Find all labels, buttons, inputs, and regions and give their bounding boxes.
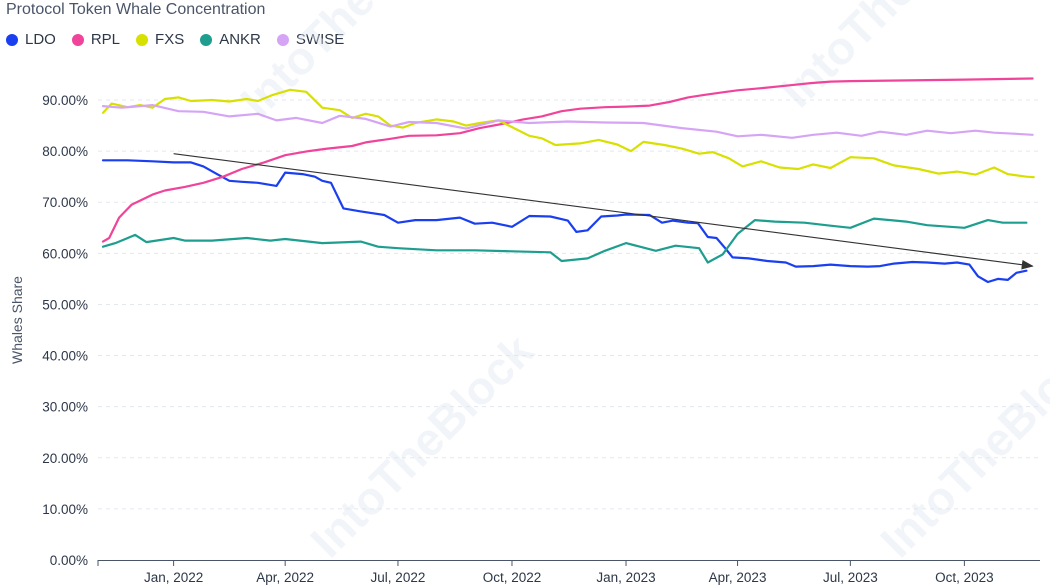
gridlines (98, 99, 1040, 510)
legend-swatch-fxs (136, 33, 149, 46)
legend: LDO RPL FXS ANKR SWISE (6, 31, 344, 48)
legend-item-ankr[interactable]: ANKR (200, 31, 261, 48)
x-tick-label-5: Apr, 2023 (709, 570, 767, 585)
legend-item-rpl[interactable]: RPL (71, 31, 121, 48)
y-axis-ticks: 0.00% 10.00% 20.00% 30.00% 40.00% 50.00% 60.00… (42, 93, 88, 568)
y-tick-label-70: 70.00% (42, 195, 88, 210)
legend-item-swise[interactable]: SWISE (276, 31, 345, 48)
watermark-text-3: IntoTheBlock (870, 324, 1050, 567)
legend-swatch-ankr (200, 33, 213, 46)
legend-swatch-swise (276, 33, 289, 46)
x-tick-label-1: Apr, 2022 (256, 570, 314, 585)
y-axis-title: Whales Share (9, 276, 25, 364)
y-tick-label-30: 30.00% (42, 400, 88, 415)
series-line-ldo (101, 159, 1028, 284)
watermark-text-0: IntoTheBlock (230, 0, 473, 127)
legend-label-fxs: FXS (155, 31, 185, 48)
annotations (173, 153, 1034, 270)
legend-label-rpl: RPL (90, 31, 121, 48)
series-lines (101, 77, 1035, 284)
x-tick-label-2: Jul, 2022 (371, 570, 426, 585)
x-tick-label-6: Jul, 2023 (823, 570, 878, 585)
legend-swatch-ldo (6, 33, 18, 46)
y-tick-label-90: 90.00% (42, 93, 88, 108)
watermark-layer: IntoTheBlockIntoTheBlockIntoTheBlockInto… (230, 0, 1050, 567)
y-tick-label-50: 50.00% (42, 297, 88, 312)
series-line-fxs (101, 88, 1035, 179)
x-tick-label-3: Oct, 2022 (483, 570, 542, 585)
legend-label-ankr: ANKR (219, 31, 261, 48)
x-tick-label-0: Jan, 2022 (144, 570, 203, 585)
y-tick-label-60: 60.00% (42, 246, 88, 261)
y-tick-label-80: 80.00% (42, 144, 88, 159)
chart-title: Protocol Token Whale Concentration (6, 1, 266, 18)
y-tick-label-40: 40.00% (42, 349, 88, 364)
x-axis-ticks: Jan, 2022 Apr, 2022 Jul, 2022 Oct, 2022 Jan,… (97, 560, 994, 585)
legend-label-swise: SWISE (295, 31, 345, 48)
x-tick-label-4: Jan, 2023 (596, 570, 655, 585)
trend-arrow-0 (173, 153, 1034, 270)
watermark-text-2: IntoTheBlock (300, 324, 543, 567)
y-tick-label-20: 20.00% (42, 451, 88, 466)
series-line-ankr (101, 217, 1028, 264)
legend-item-fxs[interactable]: FXS (136, 31, 184, 48)
legend-item-ldo[interactable]: LDO (6, 31, 56, 48)
legend-label-ldo: LDO (25, 31, 56, 48)
y-tick-label-10: 10.00% (42, 502, 88, 517)
x-tick-label-7: Oct, 2023 (935, 570, 994, 585)
legend-swatch-rpl (71, 33, 84, 46)
series-line-swise (101, 104, 1034, 139)
y-tick-label-0: 0.00% (50, 553, 88, 568)
